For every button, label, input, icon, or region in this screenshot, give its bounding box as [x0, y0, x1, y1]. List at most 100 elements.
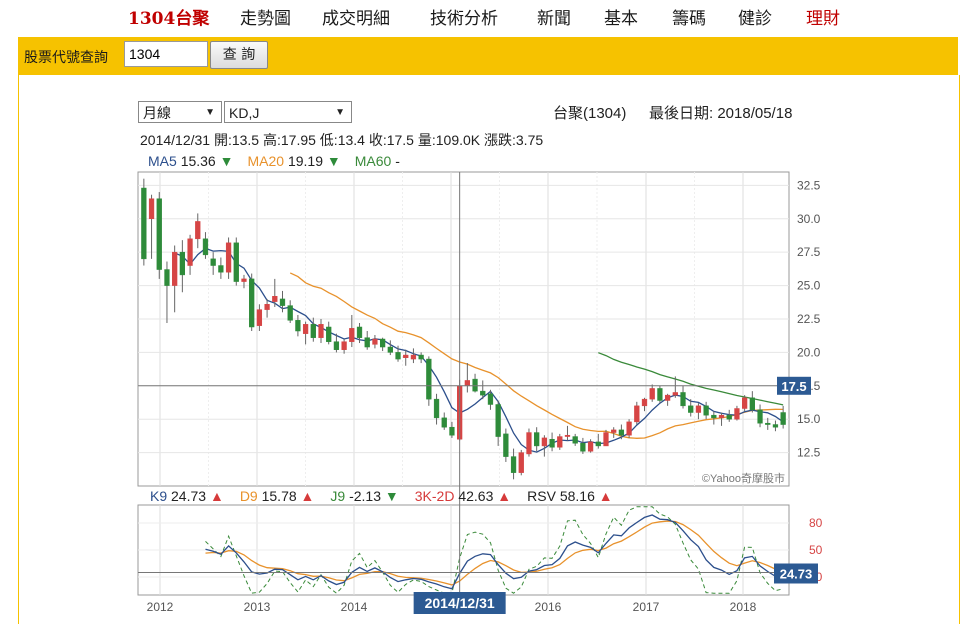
last-price-label: 17.5 [781, 379, 806, 394]
candle-body [618, 429, 625, 436]
candle [695, 403, 702, 420]
legend-label: MA20 [247, 153, 288, 169]
candle-body [326, 326, 332, 342]
candle-body [726, 414, 732, 420]
candle-body [426, 358, 432, 400]
candle-body [680, 392, 686, 407]
candle-body [141, 187, 147, 260]
legend-label: D9 [239, 488, 262, 504]
candle [518, 449, 524, 476]
kd-lines [205, 506, 784, 594]
price-tick-label: 32.5 [797, 178, 821, 192]
candle-body [279, 298, 286, 306]
kd-grid: 205080 [137, 504, 823, 596]
price-axis: 12.515.017.520.022.525.027.530.032.5 [797, 178, 821, 459]
candle-body [418, 354, 424, 360]
candle-body [757, 409, 763, 424]
candle [210, 252, 216, 275]
candle-body [310, 324, 316, 338]
candle [218, 257, 224, 279]
candle [487, 389, 494, 410]
nav-item-6[interactable]: 籌碼 [672, 9, 706, 29]
nav-item-3[interactable]: 技術分析 [430, 9, 498, 29]
candle-body [264, 304, 270, 310]
up-arrow-icon: ▲ [598, 488, 613, 504]
query-button[interactable]: 查 詢 [210, 41, 268, 69]
candle [272, 278, 278, 307]
candle [480, 380, 486, 400]
candle [564, 425, 571, 441]
candle-body [295, 320, 301, 332]
year-tick-label: 2013 [244, 600, 271, 614]
candle [510, 448, 517, 480]
nav-item-2[interactable]: 成交明細 [322, 9, 390, 29]
candle-body [718, 414, 725, 419]
candle [410, 348, 417, 364]
candle-body [449, 426, 455, 436]
candle [703, 401, 709, 420]
candle [356, 322, 363, 344]
candle [249, 273, 255, 332]
candle [279, 290, 286, 313]
candle-body [749, 397, 755, 411]
candle-body [403, 354, 409, 358]
price-tick-label: 12.5 [797, 446, 821, 460]
price-tick-label: 22.5 [797, 312, 821, 326]
nav-item-1[interactable]: 走勢圖 [240, 9, 291, 29]
legend-item-3k2d: 3K-2D 42.63 ▲ [415, 488, 511, 504]
candle-body [172, 251, 178, 286]
candle-body [156, 198, 162, 270]
candle-body [487, 393, 494, 405]
period-select[interactable]: 月線 ▼ [138, 101, 222, 123]
candle-body [272, 296, 278, 302]
candle [256, 304, 263, 332]
price-tick-label: 25.0 [797, 279, 821, 293]
nav-item-8[interactable]: 理財 [806, 9, 840, 29]
candle [403, 349, 409, 366]
candle-body [641, 398, 648, 407]
yahoo-watermark: ©Yahoo奇摩股市 [702, 471, 785, 485]
nav-brand-link[interactable]: 1304台聚 [128, 9, 210, 29]
candle-body [503, 433, 509, 457]
candle [541, 435, 548, 457]
candle [757, 404, 763, 428]
stock-code-input[interactable] [124, 41, 208, 67]
candle [495, 400, 501, 446]
candle [780, 405, 786, 429]
legend-value: 42.63 [458, 488, 498, 504]
candle-body [341, 341, 347, 350]
candle-body [249, 278, 255, 328]
legend-label: K9 [150, 488, 172, 504]
k-line [205, 514, 784, 590]
candle [734, 405, 740, 421]
candle [503, 428, 509, 462]
candle [672, 376, 678, 398]
ma20-line [289, 272, 784, 439]
indicator-select[interactable]: KD,J ▼ [224, 101, 352, 123]
candle-body [611, 429, 617, 433]
candle [526, 428, 532, 457]
candle-body [741, 397, 748, 409]
candle [572, 433, 578, 446]
candle-body [510, 456, 517, 473]
candle [179, 240, 186, 293]
legend-item-k9: K9 24.73 ▲ [150, 488, 224, 504]
nav-item-7[interactable]: 健診 [738, 9, 772, 29]
legend-label: MA60 [354, 153, 396, 169]
candle-body [441, 417, 447, 428]
candle [711, 411, 717, 425]
candle-body [711, 414, 717, 419]
candle-body [765, 422, 771, 425]
candle [379, 337, 386, 352]
candlestick-series [141, 178, 786, 480]
nav-item-5[interactable]: 基本 [604, 9, 638, 29]
candle [418, 352, 424, 364]
candle-body [241, 278, 247, 282]
candle-body [256, 309, 263, 326]
candle-body [364, 337, 370, 348]
candle [549, 432, 555, 452]
candle-body [649, 388, 655, 400]
nav-item-4[interactable]: 新聞 [537, 9, 571, 29]
candle [603, 429, 609, 447]
candle [349, 314, 355, 348]
